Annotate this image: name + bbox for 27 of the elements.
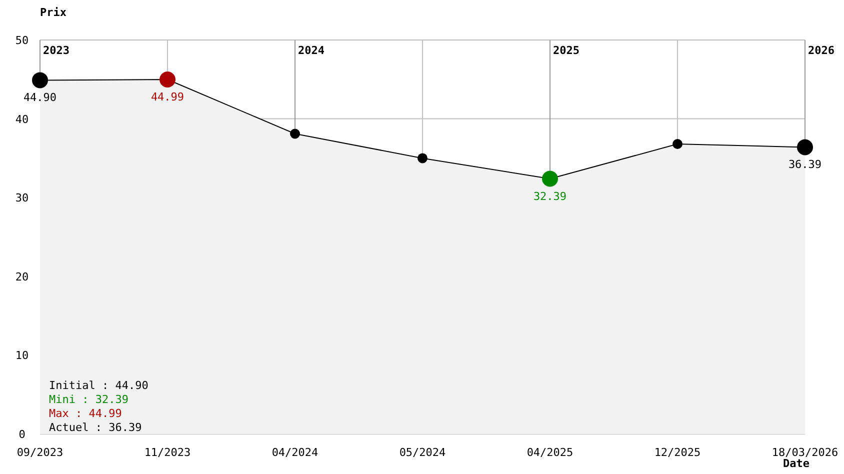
data-label: 36.39 <box>788 158 822 172</box>
annotation: Max : 44.99 <box>49 407 122 420</box>
x-tick-label: 09/2023 <box>16 446 64 459</box>
ref-line-label: 2023 <box>43 44 70 57</box>
data-label: 32.39 <box>533 190 567 203</box>
x-tick-label: 04/2025 <box>526 446 574 459</box>
annotation: Initial : 44.90 <box>49 379 148 392</box>
annotation: Actuel : 36.39 <box>49 421 142 434</box>
y-tick-label: 30 <box>15 192 29 205</box>
x-tick-label: 12/2025 <box>654 446 701 459</box>
y-tick-label: 20 <box>15 270 29 284</box>
x-tick-label: 04/2024 <box>272 446 319 459</box>
x-tick-label: 11/2023 <box>144 446 191 459</box>
y-tick-label: 40 <box>15 112 29 126</box>
x-axis-title: Date <box>783 457 810 470</box>
y-tick-label: 0 <box>18 428 26 441</box>
data-label: 44.99 <box>150 90 184 104</box>
x-tick-label: 18/03/2026 <box>772 446 838 459</box>
ref-line-label: 2026 <box>808 44 835 57</box>
x-tick-label: 05/2024 <box>399 446 446 459</box>
data-label: 44.90 <box>23 91 57 104</box>
y-tick-label: 10 <box>15 349 29 362</box>
annotation: Mini : 32.39 <box>49 393 128 406</box>
y-axis-title: Prix <box>40 6 67 19</box>
ref-line-label: 2024 <box>298 44 325 57</box>
y-tick-label: 50 <box>15 34 29 47</box>
ref-line-label: 2025 <box>553 44 580 57</box>
